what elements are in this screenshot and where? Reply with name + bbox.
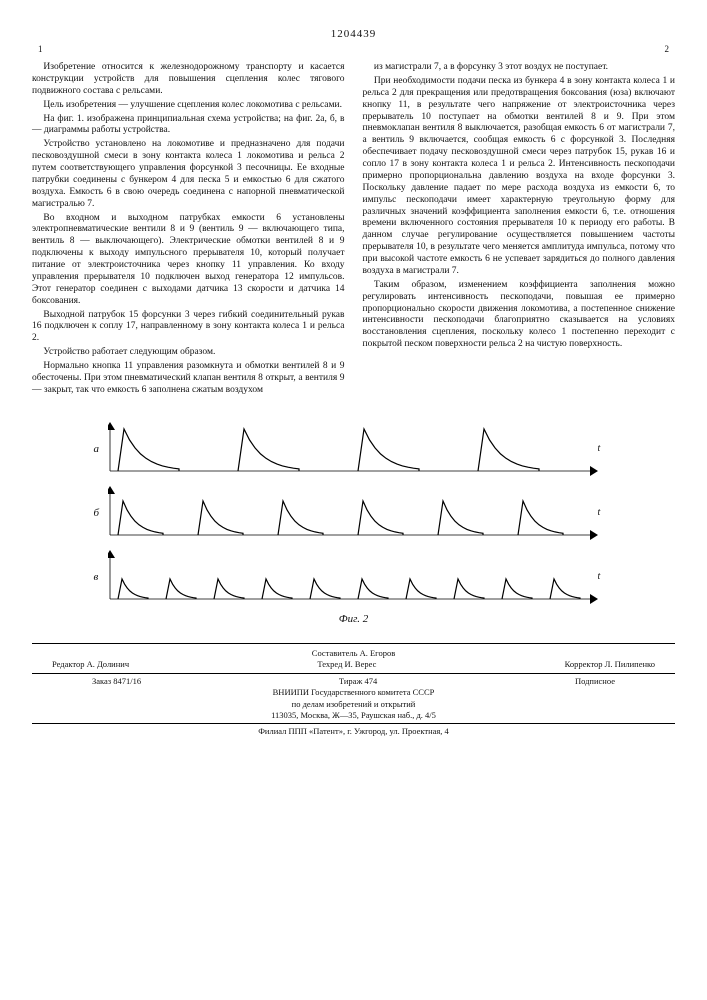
waveform-row-label: а xyxy=(94,443,108,455)
compiler: Составитель А. Егоров xyxy=(32,648,675,659)
waveform-row: вt xyxy=(94,547,614,607)
paragraph: Цель изобретения — улучшение сцепления к… xyxy=(32,100,345,112)
paragraph: При необходимости подачи песка из бункер… xyxy=(363,76,676,278)
waveform-row-label: в xyxy=(94,571,108,583)
address-2: Филиал ППП «Патент», г. Ужгород, ул. Про… xyxy=(32,726,675,737)
axis-label-t: t xyxy=(598,443,601,454)
paragraph: На фиг. 1. изображена принципиальная схе… xyxy=(32,114,345,138)
paragraph: Выходной патрубок 15 форсунки 3 через ги… xyxy=(32,310,345,346)
waveform-row: бt xyxy=(94,483,614,543)
waveform-svg xyxy=(108,421,598,476)
paragraph: Нормально кнопка 11 управления разомкнут… xyxy=(32,361,345,397)
page-left: 1 xyxy=(38,44,43,54)
address-1: 113035, Москва, Ж—35, Раушская наб., д. … xyxy=(32,710,675,721)
tech-editor: Техред И. Верес xyxy=(317,659,376,670)
paragraph: Устройство работает следующим образом. xyxy=(32,347,345,359)
waveform-svg xyxy=(108,549,598,604)
colophon: Составитель А. Егоров Редактор А. Долини… xyxy=(32,643,675,738)
paragraph: Изобретение относится к железнодорожному… xyxy=(32,62,345,98)
doc-number: 1204439 xyxy=(331,28,377,40)
column-2: из магистрали 7, а в форсунку 3 этот воз… xyxy=(363,62,676,399)
paragraph: из магистрали 7, а в форсунку 3 этот воз… xyxy=(363,62,676,74)
org-line-2: по делам изобретений и открытий xyxy=(32,699,675,710)
figure-2: аtбtвt Фиг. 2 xyxy=(94,419,614,625)
org-line-1: ВНИИПИ Государственного комитета СССР xyxy=(32,687,675,698)
waveform-svg xyxy=(108,485,598,540)
figure-caption: Фиг. 2 xyxy=(94,613,614,625)
paragraph: Устройство установлено на локомотиве и п… xyxy=(32,139,345,210)
paragraph: Таким образом, изменением коэффициента з… xyxy=(363,280,676,351)
page-right: 2 xyxy=(665,44,670,54)
order-no: Заказ 8471/16 xyxy=(92,676,141,687)
waveform-row: аt xyxy=(94,419,614,479)
axis-label-t: t xyxy=(598,507,601,518)
waveform-row-label: б xyxy=(94,507,108,519)
editor: Редактор А. Долинич xyxy=(52,659,129,670)
subscr: Подписное xyxy=(575,676,615,687)
axis-label-t: t xyxy=(598,571,601,582)
column-1: Изобретение относится к железнодорожному… xyxy=(32,62,345,399)
corrector: Корректор Л. Пилипенко xyxy=(565,659,655,670)
paragraph: Во входном и выходном патрубках емкости … xyxy=(32,213,345,308)
tirazh: Тираж 474 xyxy=(339,676,377,687)
text-columns: Изобретение относится к железнодорожному… xyxy=(32,62,675,399)
